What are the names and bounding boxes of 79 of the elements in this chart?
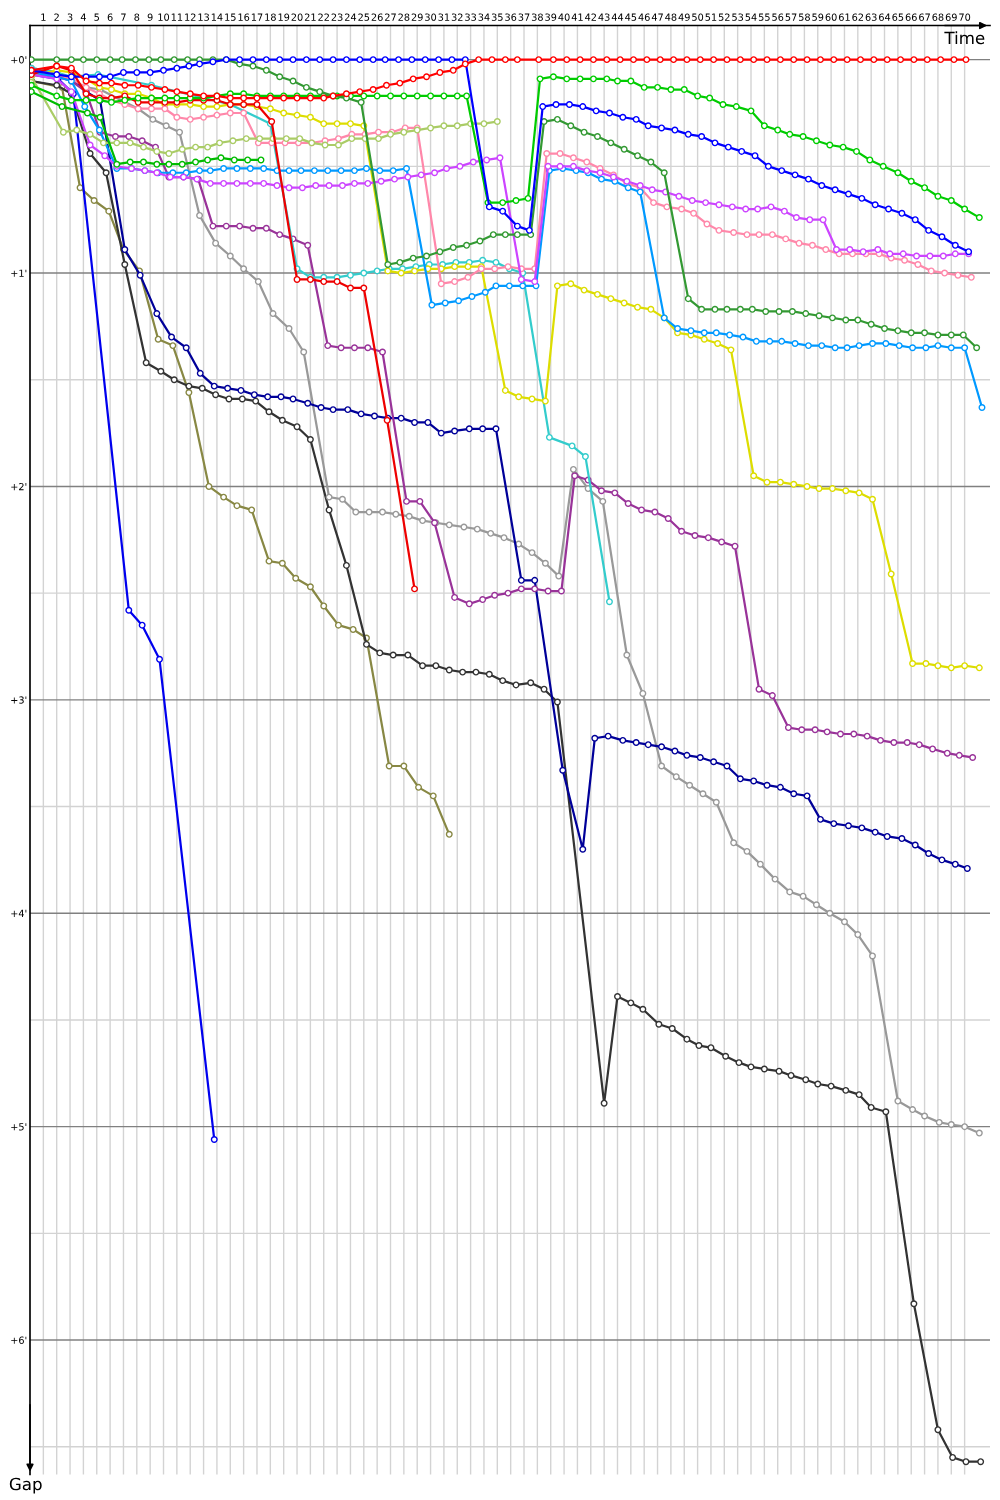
y-tick-label: +4': [11, 909, 27, 917]
x-tick-label: 64: [879, 13, 891, 21]
x-tick-label: 26: [371, 13, 383, 21]
x-tick-label: 5: [94, 13, 99, 21]
x-tick-label: 30: [425, 13, 437, 21]
x-tick-label: 22: [318, 13, 329, 21]
x-tick-label: 34: [478, 13, 490, 21]
x-tick-label: 33: [465, 13, 477, 21]
x-tick-label: 50: [692, 13, 704, 21]
x-tick-label: 44: [611, 13, 624, 21]
x-tick-label: 49: [678, 13, 690, 21]
y-tick-label: +6': [11, 1336, 27, 1344]
x-tick-label: 6: [107, 13, 113, 21]
x-tick-label: 24: [344, 13, 357, 21]
x-tick-label: 46: [638, 13, 650, 21]
x-tick-label: 62: [852, 13, 864, 21]
x-tick-label: 31: [438, 13, 450, 21]
x-axis-title: Time: [944, 31, 985, 45]
x-tick-label: 63: [865, 13, 877, 21]
x-tick-label: 58: [798, 13, 810, 21]
x-tick-label: 27: [385, 13, 396, 21]
x-tick-label: 60: [825, 13, 837, 21]
x-tick-label: 3: [67, 13, 73, 21]
x-tick-label: 48: [665, 13, 677, 21]
x-tick-label: 45: [625, 13, 637, 21]
x-tick-label: 15: [225, 13, 236, 21]
x-tick-label: 32: [451, 13, 463, 21]
x-tick-label: 43: [598, 13, 610, 21]
y-tick-label: +5': [11, 1123, 27, 1131]
x-tick-label: 9: [147, 13, 153, 21]
y-tick-label: +1': [11, 269, 27, 277]
x-tick-label: 10: [158, 13, 170, 21]
x-tick-label: 14: [211, 13, 223, 21]
x-tick-label: 53: [732, 13, 744, 21]
x-tick-label: 25: [358, 13, 370, 21]
y-axis-title: Gap: [9, 1477, 42, 1494]
x-tick-label: 69: [945, 13, 957, 21]
x-tick-label: 19: [278, 13, 290, 21]
x-tick-label: 54: [745, 13, 757, 21]
x-tick-label: 38: [531, 13, 543, 21]
x-tick-label: 39: [545, 13, 557, 21]
x-tick-label: 61: [838, 13, 850, 21]
x-tick-label: 13: [198, 13, 209, 21]
x-tick-label: 35: [491, 13, 503, 21]
x-tick-label: 67: [919, 13, 930, 21]
x-tick-label: 23: [331, 13, 343, 21]
x-tick-label: 36: [505, 13, 517, 21]
x-tick-label: 2: [54, 13, 59, 21]
x-tick-label: 18: [265, 13, 276, 21]
x-tick-label: 1: [41, 13, 46, 21]
x-tick-label: 17: [251, 13, 263, 21]
x-tick-label: 21: [304, 13, 316, 21]
x-tick-label: 65: [892, 13, 904, 21]
x-tick-label: 59: [812, 13, 824, 21]
x-tick-label: 70: [959, 13, 971, 21]
x-tick-label: 68: [932, 13, 944, 21]
x-tick-label: 57: [785, 13, 797, 21]
x-tick-label: 42: [585, 13, 596, 21]
x-tick-label: 51: [705, 13, 717, 21]
x-tick-label: 37: [518, 13, 530, 21]
x-tick-label: 16: [238, 13, 250, 21]
x-tick-label: 66: [905, 13, 917, 21]
y-tick-label: +2': [11, 482, 27, 491]
y-tick-label: +3': [11, 696, 27, 704]
y-tick-label: +0': [11, 56, 27, 64]
x-tick-label: 11: [171, 13, 183, 21]
x-tick-label: 56: [772, 13, 784, 21]
x-tick-label: 20: [291, 13, 303, 21]
x-tick-label: 4: [80, 13, 86, 21]
x-tick-label: 12: [185, 13, 196, 21]
x-tick-label: 28: [398, 13, 410, 21]
x-tick-label: 55: [758, 13, 770, 21]
x-tick-label: 29: [411, 13, 423, 21]
x-tick-label: 8: [134, 13, 140, 21]
x-tick-label: 7: [121, 13, 126, 21]
x-tick-label: 47: [651, 13, 663, 21]
x-tick-label: 52: [718, 13, 730, 21]
x-tick-label: 41: [571, 13, 583, 21]
x-tick-label: 40: [558, 13, 570, 21]
